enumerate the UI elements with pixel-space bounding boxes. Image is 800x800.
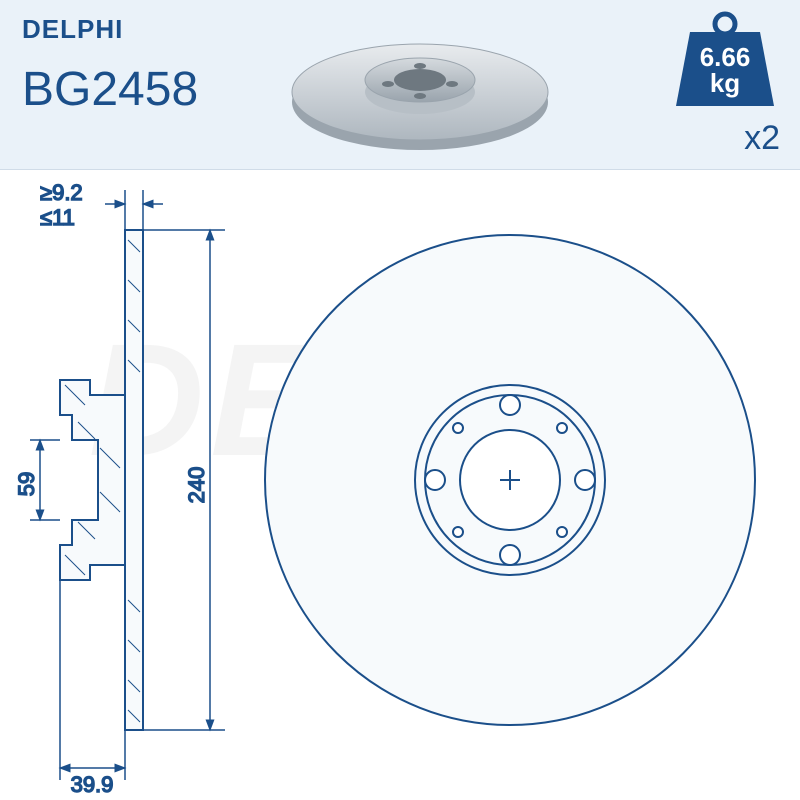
dim-hub-diameter: 59 — [14, 440, 60, 520]
svg-text:240: 240 — [184, 467, 209, 504]
dim-hat-height: 39.9 — [60, 580, 125, 797]
weight-icon: 6.66 kg — [670, 10, 780, 110]
weight-unit: kg — [710, 68, 740, 98]
product-render — [280, 10, 560, 160]
header-panel: DELPHI BG2458 6.66 kg x2 — [0, 0, 800, 170]
dim-thickness: ≥9.2 ≤11 — [40, 180, 163, 230]
svg-text:≤11: ≤11 — [40, 205, 75, 230]
technical-diagram: 240 59 39.9 ≥9.2 ≤11 — [0, 170, 800, 800]
svg-text:39.9: 39.9 — [71, 772, 114, 797]
dim-outer-diameter: 240 — [143, 230, 225, 730]
side-view — [60, 230, 143, 730]
front-view — [265, 235, 755, 725]
quantity-label: x2 — [650, 119, 780, 158]
svg-text:59: 59 — [14, 472, 39, 496]
svg-text:≥9.2: ≥9.2 — [40, 180, 83, 205]
brand-label: DELPHI — [22, 14, 123, 45]
part-number-label: BG2458 — [22, 62, 198, 117]
